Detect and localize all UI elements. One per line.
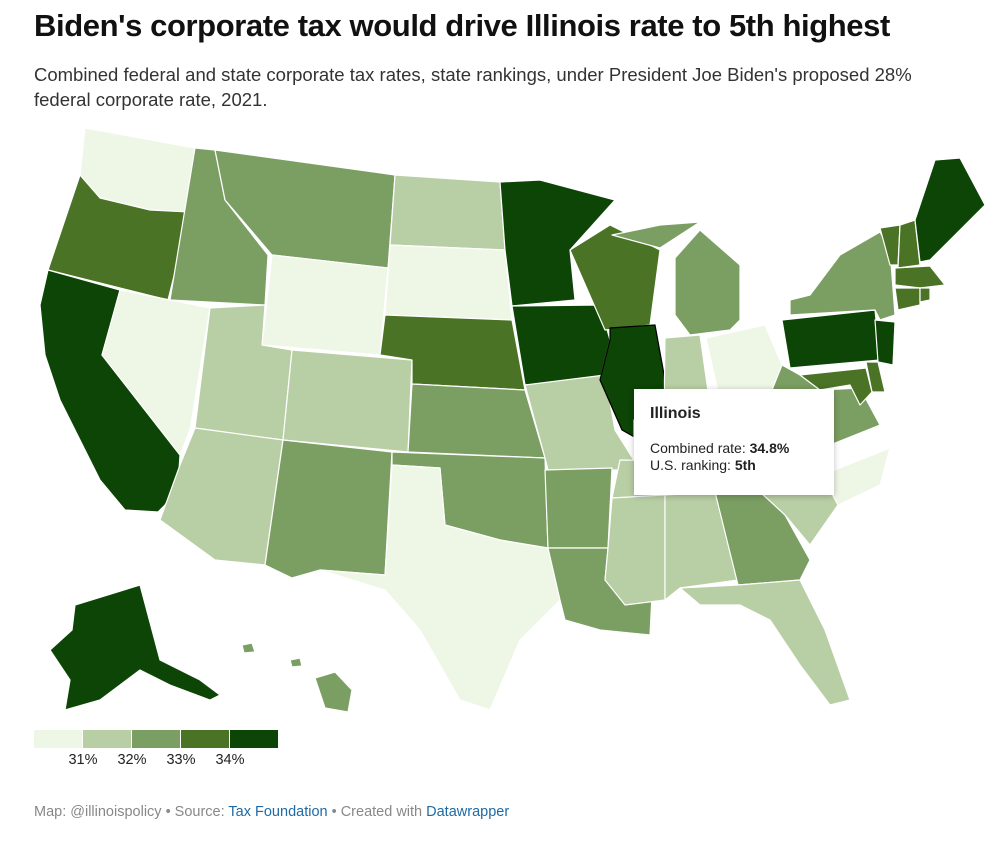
legend-swatch-5 bbox=[230, 730, 278, 748]
state-MN[interactable] bbox=[499, 179, 616, 307]
state-NM[interactable] bbox=[264, 439, 393, 579]
state-PA[interactable] bbox=[781, 309, 881, 369]
state-WY[interactable] bbox=[261, 254, 389, 356]
tooltip-rank-row: U.S. ranking: 5th bbox=[650, 457, 818, 474]
state-ND[interactable] bbox=[389, 174, 506, 251]
legend-tick: 34% bbox=[215, 752, 245, 768]
state-FL[interactable] bbox=[679, 579, 851, 706]
color-legend: 31% 32% 33% 34% bbox=[34, 730, 279, 774]
legend-swatches bbox=[34, 730, 279, 748]
state-CO[interactable] bbox=[282, 349, 413, 453]
state-AR[interactable] bbox=[544, 467, 613, 549]
state-ME[interactable] bbox=[914, 157, 986, 263]
state-CT[interactable] bbox=[894, 287, 921, 311]
state-HI[interactable] bbox=[241, 642, 353, 713]
tooltip-rate-row: Combined rate: 34.8% bbox=[650, 440, 818, 457]
footer-credits: Map: @illinoispolicy • Source: Tax Found… bbox=[34, 804, 509, 820]
source-link[interactable]: Tax Foundation bbox=[228, 804, 328, 820]
legend-ticks: 31% 32% 33% 34% bbox=[34, 752, 279, 774]
state-WI[interactable] bbox=[569, 224, 661, 331]
legend-swatch-3 bbox=[132, 730, 180, 748]
chart-title: Biden's corporate tax would drive Illino… bbox=[34, 8, 890, 43]
tooltip-rate-label: Combined rate: bbox=[650, 440, 750, 456]
state-NJ[interactable] bbox=[874, 319, 896, 366]
state-MS[interactable] bbox=[604, 494, 666, 606]
legend-tick: 33% bbox=[166, 752, 196, 768]
footer-separator: • Created with bbox=[327, 804, 427, 820]
state-RI[interactable] bbox=[919, 287, 931, 303]
state-tooltip: Illinois Combined rate: 34.8% U.S. ranki… bbox=[634, 389, 834, 495]
state-SD[interactable] bbox=[384, 244, 513, 321]
legend-tick: 31% bbox=[68, 752, 98, 768]
tooltip-rate-value: 34.8% bbox=[749, 440, 790, 456]
state-AK[interactable] bbox=[49, 584, 221, 711]
tooltip-state-name: Illinois bbox=[650, 405, 701, 422]
state-NV[interactable] bbox=[101, 289, 211, 456]
state-TX[interactable] bbox=[319, 464, 561, 711]
tooltip-rank-label: U.S. ranking: bbox=[650, 457, 735, 473]
legend-swatch-4 bbox=[181, 730, 229, 748]
legend-tick: 32% bbox=[117, 752, 147, 768]
legend-swatch-1 bbox=[34, 730, 82, 748]
state-MA[interactable] bbox=[894, 265, 946, 289]
state-MI[interactable] bbox=[611, 221, 741, 336]
chart-subtitle: Combined federal and state corporate tax… bbox=[34, 64, 912, 110]
state-NH[interactable] bbox=[897, 219, 921, 269]
state-KS[interactable] bbox=[407, 383, 546, 459]
datawrapper-link[interactable]: Datawrapper bbox=[426, 804, 510, 820]
state-IA[interactable] bbox=[511, 304, 611, 386]
footer-separator: • Source: bbox=[161, 804, 229, 820]
map-credit: Map: @illinoispolicy bbox=[34, 804, 162, 820]
state-NY[interactable] bbox=[789, 231, 896, 321]
legend-swatch-2 bbox=[83, 730, 131, 748]
tooltip-rank-value: 5th bbox=[734, 457, 756, 473]
